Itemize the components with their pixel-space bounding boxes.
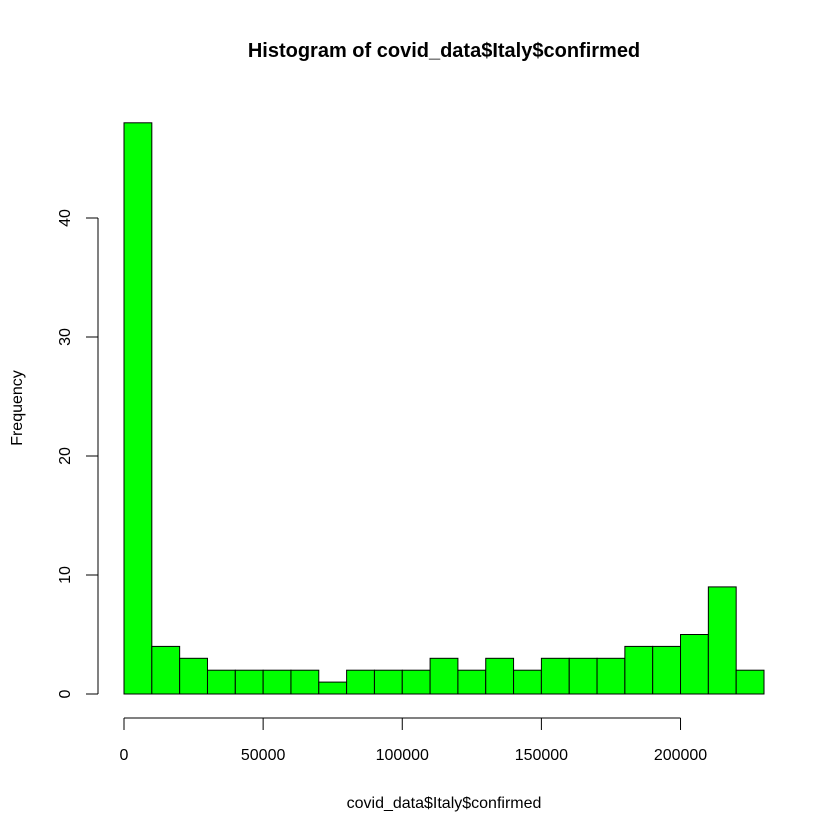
histogram-bar — [151, 645, 181, 695]
chart-title: Histogram of covid_data$Italy$confirmed — [248, 40, 640, 62]
y-axis: 0 10 20 30 40 — [57, 209, 99, 698]
y-tick-label: 30 — [57, 328, 74, 346]
histogram-bar — [652, 645, 682, 695]
histogram-bar — [707, 586, 737, 695]
histogram-bar — [735, 669, 765, 695]
histogram-bar — [373, 669, 403, 695]
histogram-bar — [206, 669, 236, 695]
histogram-bar — [680, 634, 709, 695]
x-axis-label: covid_data$Italy$confirmed — [347, 795, 542, 812]
histogram-bar — [596, 657, 626, 695]
x-tick-label: 50000 — [241, 747, 286, 764]
y-tick-label: 40 — [57, 209, 74, 227]
y-axis-label: Frequency — [9, 370, 26, 446]
histogram-bar — [234, 669, 264, 695]
histogram-bar — [401, 669, 431, 695]
histogram-bar — [179, 657, 208, 695]
histogram-bar — [485, 657, 515, 695]
histogram-bar — [457, 669, 487, 695]
x-tick-label: 150000 — [515, 747, 568, 764]
histogram-bar — [262, 669, 292, 695]
x-axis: 0 50000 100000 150000 200000 — [120, 717, 707, 764]
histogram-bar — [290, 669, 320, 695]
histogram-bar — [568, 657, 598, 695]
histogram-bar — [346, 669, 375, 695]
histogram-bar — [318, 681, 348, 695]
x-tick-label: 0 — [120, 747, 129, 764]
histogram-bar — [123, 122, 153, 695]
histogram-bar — [540, 657, 570, 695]
y-tick-label: 20 — [57, 447, 74, 465]
x-tick-label: 100000 — [376, 747, 429, 764]
y-tick-label: 0 — [57, 689, 74, 698]
y-tick-label: 10 — [57, 566, 74, 584]
histogram-bar — [429, 657, 459, 695]
histogram-bar — [513, 669, 542, 695]
x-tick-label: 200000 — [654, 747, 707, 764]
bars-group — [123, 122, 765, 695]
histogram-bar — [624, 645, 654, 695]
